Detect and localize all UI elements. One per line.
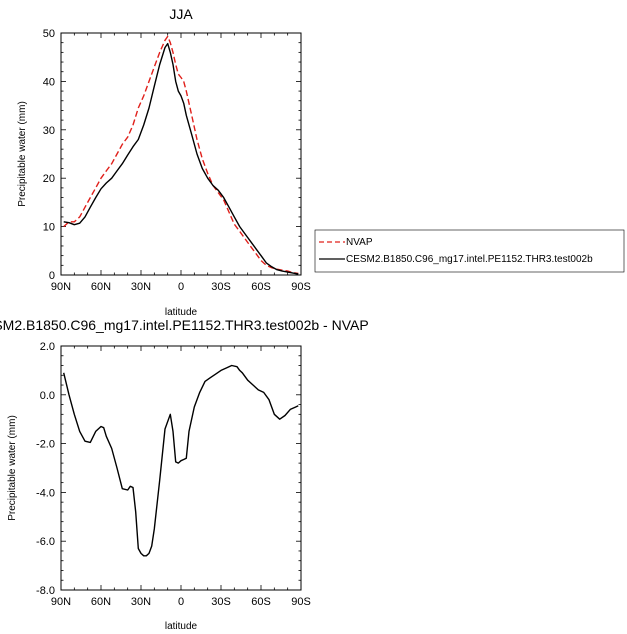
x-tick-label: 0: [178, 281, 184, 293]
x-tick-labels: 90N 60N 30N 0 30S 60S 90S: [51, 596, 311, 608]
y-axis-label: Precipitable water (mm): [17, 101, 28, 207]
axis-ticks: [60, 32, 302, 276]
x-tick-label: 60S: [251, 596, 271, 608]
plot-frame: [60, 32, 302, 276]
series-line-cesm2-b1850-c96-mg17-intel-pe1152-thr3-test002b: [63, 42, 299, 275]
y-tick-label: -4.0: [36, 487, 55, 499]
series-lines: [63, 364, 299, 557]
y-tick-labels: 0 10 20 30 40 50: [43, 28, 55, 282]
plot-frame: [60, 345, 302, 591]
difference-chart: SM2.B1850.C96_mg17.intel.PE1152.THR3.tes…: [0, 317, 369, 632]
legend-label-model: CESM2.B1850.C96_mg17.intel.PE1152.THR3.t…: [346, 254, 593, 265]
x-tick-label: 90N: [51, 281, 71, 293]
y-tick-label: 2.0: [40, 341, 55, 353]
y-tick-label: -2.0: [36, 439, 55, 451]
y-tick-label: -6.0: [36, 536, 55, 548]
y-tick-label: 20: [43, 173, 55, 185]
y-tick-label: 0.0: [40, 390, 55, 402]
x-tick-label: 90S: [291, 596, 311, 608]
chart-title: SM2.B1850.C96_mg17.intel.PE1152.THR3.tes…: [0, 317, 369, 333]
x-axis-label: latitude: [165, 307, 198, 318]
series-lines: [63, 35, 299, 275]
x-tick-label: 0: [178, 596, 184, 608]
x-axis-label: latitude: [165, 621, 198, 632]
legend-label-nvap: NVAP: [346, 237, 373, 248]
x-tick-labels: 90N 60N 30N 0 30S 60S 90S: [51, 281, 311, 293]
x-tick-label: 30N: [131, 281, 151, 293]
x-tick-label: 90N: [51, 596, 71, 608]
x-tick-label: 60N: [91, 596, 111, 608]
x-tick-label: 30N: [131, 596, 151, 608]
series-line-difference: [63, 364, 299, 557]
y-axis-label: Precipitable water (mm): [7, 415, 18, 521]
chart-title: JJA: [169, 6, 193, 22]
axis-ticks: [60, 345, 302, 591]
y-tick-label: 0: [49, 270, 55, 282]
x-tick-label: 90S: [291, 281, 311, 293]
x-tick-label: 30S: [211, 596, 231, 608]
x-tick-label: 30S: [211, 281, 231, 293]
series-line-nvap: [63, 35, 299, 275]
x-tick-label: 60N: [91, 281, 111, 293]
y-tick-labels: -8.0 -6.0 -4.0 -2.0 0.0 2.0: [36, 341, 55, 597]
y-tick-label: 40: [43, 76, 55, 88]
mean-precipitable-water-chart: JJA 0 10 20 30 40 50 90N 60N 30N 0 30S 60S 90S lati…: [17, 6, 311, 318]
y-tick-label: 50: [43, 28, 55, 40]
y-tick-label: 10: [43, 222, 55, 234]
y-tick-label: -8.0: [36, 585, 55, 597]
legend-box: [314, 229, 625, 273]
y-tick-label: 30: [43, 125, 55, 137]
x-tick-label: 60S: [251, 281, 271, 293]
legend: NVAP CESM2.B1850.C96_mg17.intel.PE1152.T…: [314, 229, 625, 273]
